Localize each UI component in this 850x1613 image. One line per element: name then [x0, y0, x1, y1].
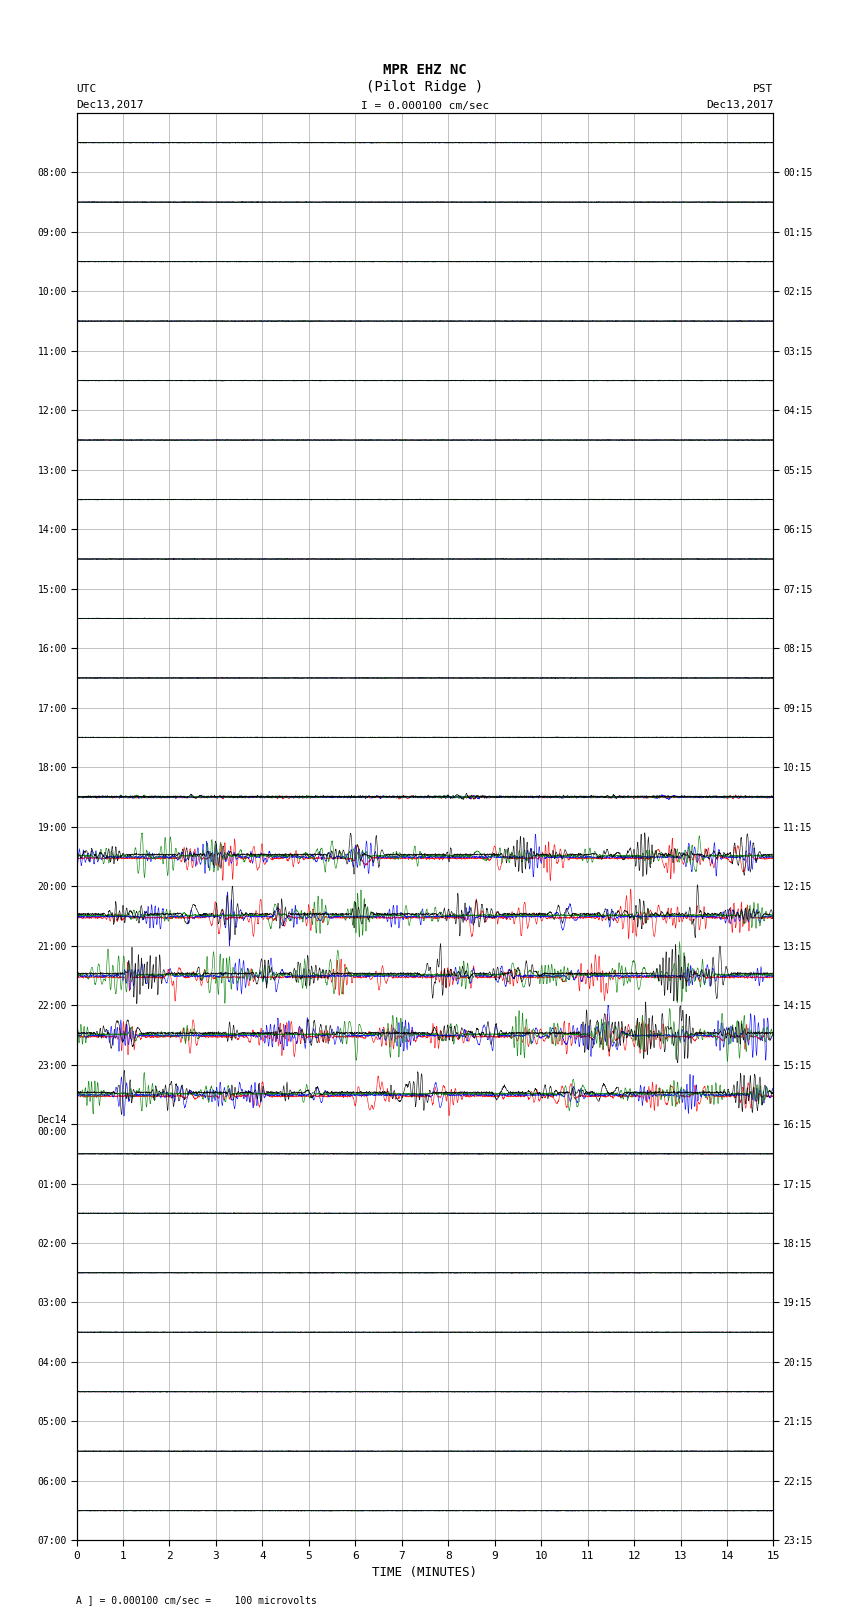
Text: Dec13,2017: Dec13,2017: [76, 100, 144, 110]
Text: UTC: UTC: [76, 84, 97, 94]
Text: MPR EHZ NC: MPR EHZ NC: [383, 63, 467, 77]
Text: Dec13,2017: Dec13,2017: [706, 100, 774, 110]
Text: A ] = 0.000100 cm/sec =    100 microvolts: A ] = 0.000100 cm/sec = 100 microvolts: [76, 1595, 317, 1605]
Text: (Pilot Ridge ): (Pilot Ridge ): [366, 79, 484, 94]
Text: PST: PST: [753, 84, 774, 94]
Text: I = 0.000100 cm/sec: I = 0.000100 cm/sec: [361, 102, 489, 111]
X-axis label: TIME (MINUTES): TIME (MINUTES): [372, 1566, 478, 1579]
